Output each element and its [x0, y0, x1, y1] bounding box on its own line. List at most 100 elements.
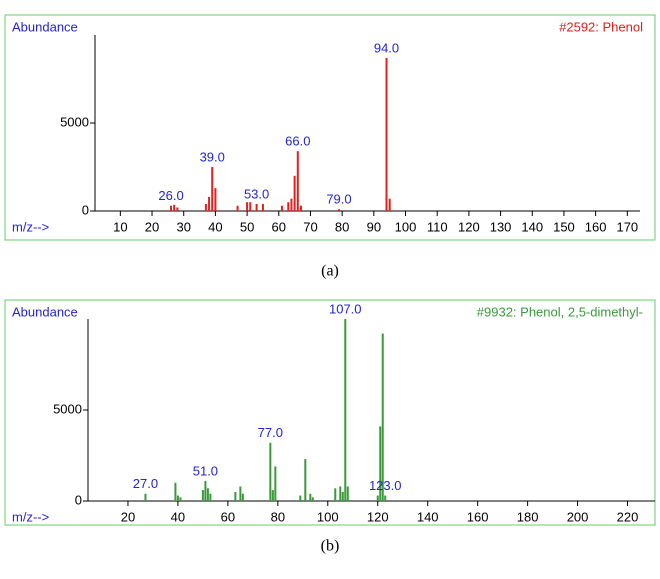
x-tick-label: 220 [617, 509, 639, 524]
peak-label: 26.0 [158, 188, 183, 203]
peak [234, 491, 237, 501]
x-tick-label: 150 [553, 219, 575, 234]
peak [290, 198, 293, 211]
peak [176, 495, 179, 501]
panel-border [4, 299, 656, 526]
x-tick-label: 120 [367, 509, 389, 524]
x-axis-label: m/z--> [12, 509, 49, 524]
peak-label: 39.0 [200, 149, 225, 164]
peak [211, 167, 214, 211]
peak [255, 203, 258, 211]
x-tick-label: 200 [567, 509, 589, 524]
caption: (b) [321, 538, 340, 555]
x-tick-label: 160 [467, 509, 489, 524]
x-tick-label: 60 [221, 509, 235, 524]
x-tick-label: 30 [176, 219, 190, 234]
x-tick-label: 130 [490, 219, 512, 234]
y-tick-label: 0 [82, 202, 89, 217]
peak [311, 497, 314, 501]
peak [201, 490, 204, 501]
y-tick-label: 5000 [53, 401, 82, 416]
peak [274, 466, 277, 501]
peak [385, 57, 388, 211]
peak [239, 486, 242, 501]
peak [384, 495, 387, 501]
peak [261, 203, 264, 211]
peak-label: 51.0 [193, 463, 218, 478]
peak [208, 196, 211, 211]
peak [388, 198, 391, 211]
peak [304, 459, 307, 501]
peak [346, 486, 349, 501]
x-tick-label: 170 [616, 219, 638, 234]
peak [209, 493, 212, 501]
peak [173, 204, 176, 211]
x-tick-label: 100 [317, 509, 339, 524]
peak-label: 107.0 [329, 301, 362, 316]
peak [339, 486, 342, 501]
legend-entry: #2592: Phenol [559, 19, 643, 34]
peak [204, 480, 207, 501]
peak [206, 488, 209, 501]
x-tick-label: 70 [303, 219, 317, 234]
peak [204, 203, 207, 211]
peak [287, 202, 290, 211]
peak [249, 202, 252, 211]
peak [299, 205, 302, 211]
y-tick-label: 0 [75, 492, 82, 507]
peak [309, 493, 312, 501]
x-tick-label: 50 [240, 219, 254, 234]
y-axis-label: Abundance [12, 304, 78, 319]
x-tick-label: 10 [113, 219, 127, 234]
x-tick-label: 110 [427, 219, 448, 234]
peak [246, 202, 249, 211]
peak [296, 151, 299, 211]
peak [381, 333, 384, 501]
peak [174, 482, 177, 501]
peak [176, 207, 179, 211]
x-tick-label: 140 [417, 509, 439, 524]
x-axis-label: m/z--> [12, 219, 49, 234]
x-tick-label: 140 [521, 219, 543, 234]
peak-label: 27.0 [133, 476, 158, 491]
x-tick-label: 20 [121, 509, 135, 524]
x-tick-label: 160 [585, 219, 607, 234]
peak-label: 79.0 [326, 192, 351, 207]
peak-label: 66.0 [285, 134, 310, 149]
x-tick-label: 60 [272, 219, 286, 234]
caption: (a) [321, 263, 339, 280]
x-tick-label: 80 [335, 219, 349, 234]
peak [344, 319, 347, 501]
peak [236, 205, 239, 211]
x-tick-label: 20 [145, 219, 159, 234]
x-tick-label: 100 [395, 219, 417, 234]
peak [379, 426, 382, 501]
peak [241, 493, 244, 501]
peak-label: 94.0 [374, 40, 399, 55]
x-tick-label: 40 [208, 219, 222, 234]
x-tick-label: 90 [367, 219, 381, 234]
x-tick-label: 180 [517, 509, 539, 524]
peak [376, 495, 379, 501]
peak [337, 209, 340, 211]
peak [299, 495, 302, 501]
peak [293, 175, 296, 211]
legend-entry: #9932: Phenol, 2,5-dimethyl- [477, 304, 643, 319]
x-tick-label: 80 [271, 509, 285, 524]
peak [144, 493, 147, 501]
peak [179, 497, 182, 501]
peak [341, 491, 344, 501]
y-axis-label: Abundance [12, 19, 78, 34]
peak-label: 53.0 [244, 186, 269, 201]
y-tick-label: 5000 [60, 114, 89, 129]
peak [334, 488, 337, 501]
peak-label: 77.0 [258, 425, 283, 440]
peak [170, 205, 173, 211]
x-tick-label: 120 [458, 219, 480, 234]
peak [280, 205, 283, 211]
x-tick-label: 40 [171, 509, 185, 524]
peak [269, 442, 272, 501]
peak-label: 123.0 [369, 478, 402, 493]
peak [214, 188, 217, 211]
